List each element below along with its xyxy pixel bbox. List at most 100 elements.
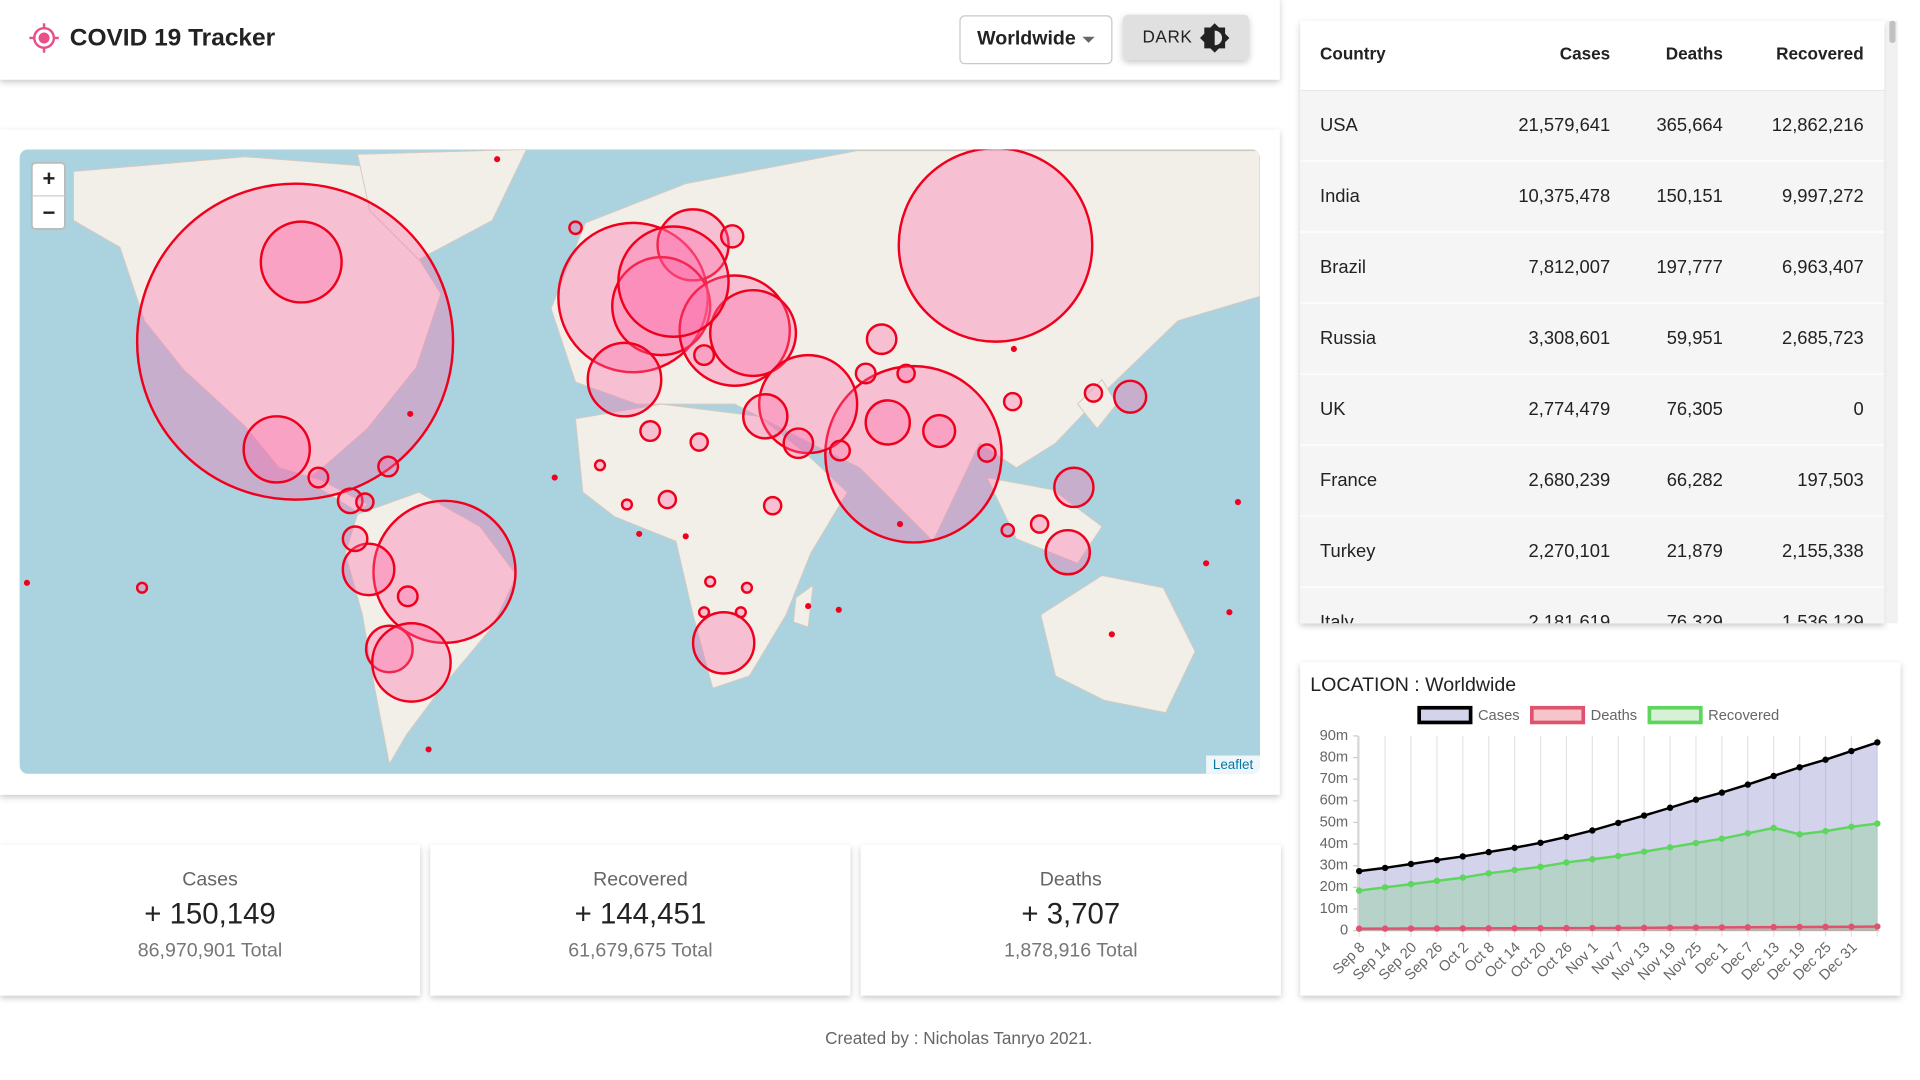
data-point	[1433, 925, 1441, 932]
data-point	[1589, 924, 1596, 932]
table-row	[1300, 374, 1885, 445]
table-cell: 150,151	[1656, 185, 1722, 206]
data-point	[1848, 823, 1855, 830]
y-tick-label: 10m	[1320, 901, 1349, 917]
table-cell: 2,270,101	[1529, 540, 1611, 561]
y-tick-label: 50m	[1320, 814, 1349, 830]
legend-label: Recovered	[1708, 708, 1779, 724]
table-cell: 6,963,407	[1782, 256, 1864, 277]
y-tick-label: 60m	[1320, 793, 1349, 809]
data-point	[1796, 764, 1803, 771]
select-value[interactable]: Worldwide	[977, 27, 1076, 49]
location-select[interactable]: Worldwide	[959, 15, 1113, 65]
y-tick-label: 90m	[1320, 728, 1349, 744]
legend-swatch	[1647, 705, 1703, 725]
chart-title: LOCATION : Worldwide	[1310, 674, 1516, 696]
data-point	[1589, 856, 1596, 863]
data-point	[1485, 925, 1492, 932]
data-point	[1692, 839, 1700, 847]
zoom-control[interactable]: + −	[30, 161, 66, 230]
data-point	[1589, 827, 1596, 834]
legend-swatch	[1530, 705, 1586, 725]
stat-title: Cases	[182, 869, 238, 891]
table-cell: Italy	[1320, 611, 1354, 632]
table-cell: 3,308,601	[1529, 327, 1611, 348]
data-point	[1718, 924, 1726, 931]
series-area	[1359, 742, 1878, 931]
data-point	[1822, 756, 1829, 763]
data-point	[1615, 852, 1622, 860]
map[interactable]: + − Leaflet	[19, 148, 1260, 774]
table-cell: UK	[1320, 398, 1346, 419]
table-cell: 2,774,479	[1529, 398, 1611, 419]
data-point	[1485, 870, 1492, 877]
data-point	[1666, 844, 1674, 851]
column-header: Deaths	[1666, 44, 1723, 64]
table-cell: 197,503	[1797, 469, 1863, 490]
legend-label: Cases	[1478, 708, 1520, 724]
data-point	[1615, 924, 1622, 932]
series-area	[1359, 823, 1878, 931]
data-point	[1744, 830, 1751, 837]
data-point	[1692, 924, 1700, 931]
button-label[interactable]: DARK	[1142, 26, 1192, 46]
data-point	[1744, 924, 1751, 931]
legend-label: Deaths	[1591, 708, 1638, 724]
stat-card	[0, 844, 420, 996]
stat-card	[430, 844, 851, 996]
table-cell: France	[1320, 469, 1377, 490]
table-row	[1300, 587, 1885, 624]
data-point	[1874, 739, 1881, 746]
stat-value: + 144,451	[575, 898, 707, 931]
data-point	[1666, 924, 1674, 931]
stat-title: Deaths	[1040, 869, 1102, 891]
data-point	[1537, 863, 1544, 870]
table-cell: 10,375,478	[1518, 185, 1610, 206]
theme-button[interactable]: DARK	[1122, 14, 1249, 60]
data-point	[1433, 856, 1441, 864]
data-point	[1796, 831, 1803, 838]
legend-swatch	[1417, 705, 1473, 725]
stat-card	[860, 844, 1281, 996]
scrollbar[interactable]	[1886, 20, 1898, 624]
zoom-in[interactable]: +	[43, 166, 56, 191]
data-point	[1822, 827, 1829, 835]
table-cell: 1,536,129	[1782, 611, 1864, 632]
data-point	[1640, 812, 1648, 819]
data-point	[1485, 848, 1492, 856]
y-tick-label: 40m	[1320, 836, 1349, 852]
y-tick-label: 70m	[1320, 771, 1349, 787]
table-cell: India	[1320, 185, 1361, 206]
data-point	[1822, 923, 1829, 931]
table-row	[1300, 232, 1885, 303]
zoom-out[interactable]: −	[43, 200, 56, 225]
table-row	[1300, 445, 1885, 516]
data-point	[1692, 796, 1700, 803]
data-point	[1563, 859, 1570, 866]
scrollbar-thumb[interactable]	[1889, 20, 1896, 43]
table-cell: 12,862,216	[1772, 114, 1864, 135]
dropdown-arrow[interactable]	[1082, 36, 1095, 43]
table-cell: 9,997,272	[1782, 185, 1864, 206]
table-cell: 2,685,723	[1782, 327, 1864, 348]
data-point	[1381, 884, 1389, 891]
table-cell: USA	[1320, 114, 1359, 135]
attribution[interactable]: Leaflet	[1213, 757, 1254, 772]
brightness-icon-half[interactable]	[1214, 30, 1223, 46]
table-cell: 7,812,007	[1529, 256, 1611, 277]
table-cell: 2,680,239	[1529, 469, 1611, 490]
table-cell: 59,951	[1667, 327, 1723, 348]
table-cell: 0	[1853, 398, 1863, 419]
column-header: Country	[1320, 44, 1386, 64]
data-point	[1356, 925, 1363, 932]
table-cell: 365,664	[1656, 114, 1722, 135]
data-point	[1563, 833, 1570, 841]
data-point	[1874, 923, 1881, 930]
table-cell: 76,305	[1667, 398, 1723, 419]
data-point	[1615, 819, 1622, 827]
data-point	[1407, 860, 1415, 868]
stat-total: 86,970,901 Total	[138, 940, 282, 962]
data-point	[1356, 867, 1363, 875]
data-point	[1459, 874, 1466, 881]
